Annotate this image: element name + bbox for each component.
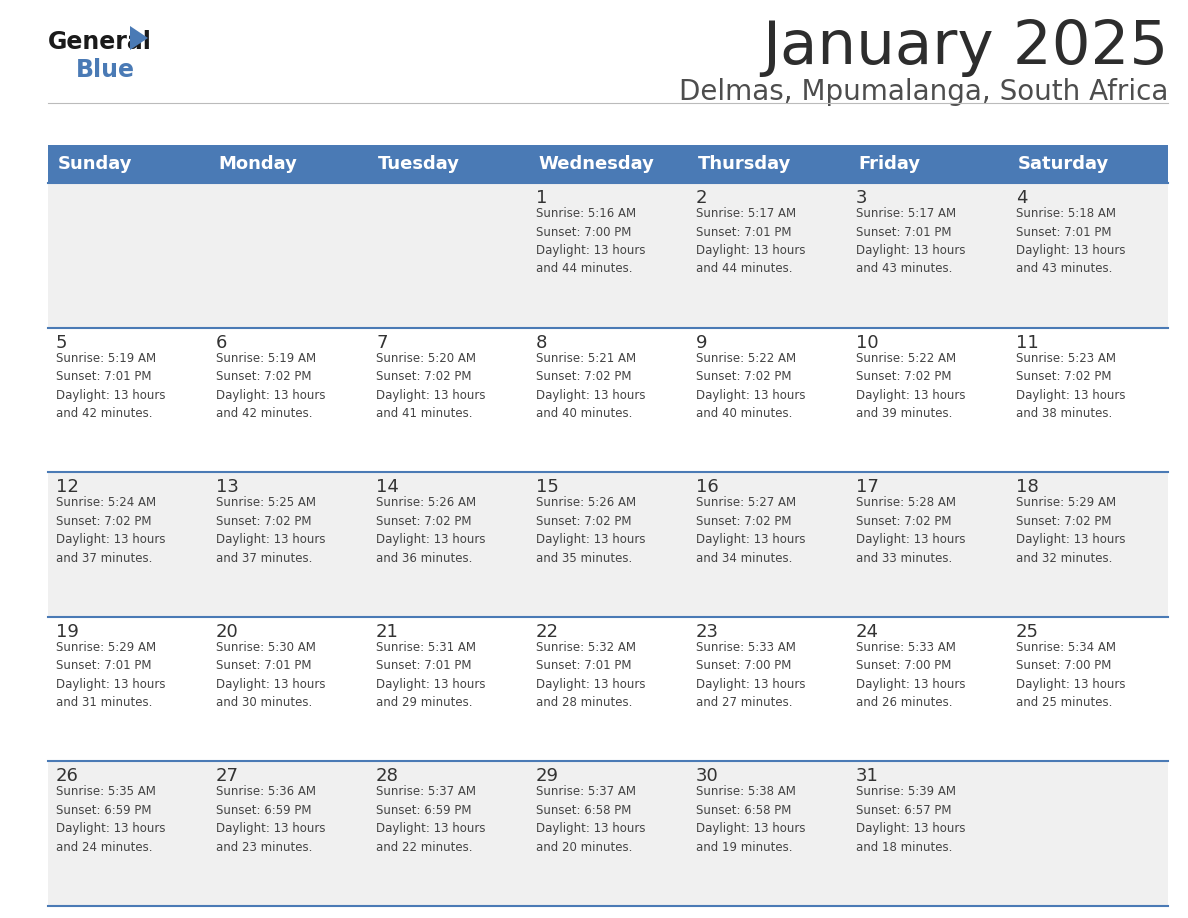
Text: Sunrise: 5:17 AM
Sunset: 7:01 PM
Daylight: 13 hours
and 44 minutes.: Sunrise: 5:17 AM Sunset: 7:01 PM Dayligh… xyxy=(696,207,805,275)
Bar xyxy=(48,472,1168,617)
Text: Sunrise: 5:32 AM
Sunset: 7:01 PM
Daylight: 13 hours
and 28 minutes.: Sunrise: 5:32 AM Sunset: 7:01 PM Dayligh… xyxy=(536,641,645,710)
Text: Sunrise: 5:28 AM
Sunset: 7:02 PM
Daylight: 13 hours
and 33 minutes.: Sunrise: 5:28 AM Sunset: 7:02 PM Dayligh… xyxy=(857,497,966,565)
Text: 18: 18 xyxy=(1016,478,1038,497)
Text: Sunrise: 5:26 AM
Sunset: 7:02 PM
Daylight: 13 hours
and 36 minutes.: Sunrise: 5:26 AM Sunset: 7:02 PM Dayligh… xyxy=(375,497,486,565)
Text: 13: 13 xyxy=(216,478,239,497)
Bar xyxy=(48,183,1168,328)
Bar xyxy=(1007,145,1168,183)
Text: Sunrise: 5:38 AM
Sunset: 6:58 PM
Daylight: 13 hours
and 19 minutes.: Sunrise: 5:38 AM Sunset: 6:58 PM Dayligh… xyxy=(696,786,805,854)
Bar xyxy=(368,145,527,183)
Text: 12: 12 xyxy=(56,478,78,497)
Text: 3: 3 xyxy=(857,189,867,207)
Text: Sunrise: 5:20 AM
Sunset: 7:02 PM
Daylight: 13 hours
and 41 minutes.: Sunrise: 5:20 AM Sunset: 7:02 PM Dayligh… xyxy=(375,352,486,420)
Text: Thursday: Thursday xyxy=(699,155,791,173)
Bar xyxy=(48,328,1168,472)
Text: Sunrise: 5:33 AM
Sunset: 7:00 PM
Daylight: 13 hours
and 26 minutes.: Sunrise: 5:33 AM Sunset: 7:00 PM Dayligh… xyxy=(857,641,966,710)
Text: Sunrise: 5:30 AM
Sunset: 7:01 PM
Daylight: 13 hours
and 30 minutes.: Sunrise: 5:30 AM Sunset: 7:01 PM Dayligh… xyxy=(216,641,326,710)
Text: Sunrise: 5:23 AM
Sunset: 7:02 PM
Daylight: 13 hours
and 38 minutes.: Sunrise: 5:23 AM Sunset: 7:02 PM Dayligh… xyxy=(1016,352,1125,420)
Text: Friday: Friday xyxy=(858,155,921,173)
Text: 7: 7 xyxy=(375,333,387,352)
Text: Sunrise: 5:21 AM
Sunset: 7:02 PM
Daylight: 13 hours
and 40 minutes.: Sunrise: 5:21 AM Sunset: 7:02 PM Dayligh… xyxy=(536,352,645,420)
Text: 22: 22 xyxy=(536,622,560,641)
Text: 1: 1 xyxy=(536,189,548,207)
Text: Sunday: Sunday xyxy=(58,155,133,173)
Text: Sunrise: 5:19 AM
Sunset: 7:02 PM
Daylight: 13 hours
and 42 minutes.: Sunrise: 5:19 AM Sunset: 7:02 PM Dayligh… xyxy=(216,352,326,420)
Text: Sunrise: 5:33 AM
Sunset: 7:00 PM
Daylight: 13 hours
and 27 minutes.: Sunrise: 5:33 AM Sunset: 7:00 PM Dayligh… xyxy=(696,641,805,710)
Text: Sunrise: 5:36 AM
Sunset: 6:59 PM
Daylight: 13 hours
and 23 minutes.: Sunrise: 5:36 AM Sunset: 6:59 PM Dayligh… xyxy=(216,786,326,854)
Text: 28: 28 xyxy=(375,767,399,786)
Text: 15: 15 xyxy=(536,478,558,497)
Text: Sunrise: 5:17 AM
Sunset: 7:01 PM
Daylight: 13 hours
and 43 minutes.: Sunrise: 5:17 AM Sunset: 7:01 PM Dayligh… xyxy=(857,207,966,275)
Bar xyxy=(48,617,1168,761)
Text: 8: 8 xyxy=(536,333,548,352)
Text: 19: 19 xyxy=(56,622,78,641)
Text: Monday: Monday xyxy=(219,155,297,173)
Text: Sunrise: 5:16 AM
Sunset: 7:00 PM
Daylight: 13 hours
and 44 minutes.: Sunrise: 5:16 AM Sunset: 7:00 PM Dayligh… xyxy=(536,207,645,275)
Text: General: General xyxy=(48,30,152,54)
Text: 31: 31 xyxy=(857,767,879,786)
Text: Sunrise: 5:35 AM
Sunset: 6:59 PM
Daylight: 13 hours
and 24 minutes.: Sunrise: 5:35 AM Sunset: 6:59 PM Dayligh… xyxy=(56,786,165,854)
Text: Sunrise: 5:39 AM
Sunset: 6:57 PM
Daylight: 13 hours
and 18 minutes.: Sunrise: 5:39 AM Sunset: 6:57 PM Dayligh… xyxy=(857,786,966,854)
Text: Saturday: Saturday xyxy=(1018,155,1110,173)
Text: Sunrise: 5:34 AM
Sunset: 7:00 PM
Daylight: 13 hours
and 25 minutes.: Sunrise: 5:34 AM Sunset: 7:00 PM Dayligh… xyxy=(1016,641,1125,710)
Text: Sunrise: 5:19 AM
Sunset: 7:01 PM
Daylight: 13 hours
and 42 minutes.: Sunrise: 5:19 AM Sunset: 7:01 PM Dayligh… xyxy=(56,352,165,420)
Text: Sunrise: 5:37 AM
Sunset: 6:58 PM
Daylight: 13 hours
and 20 minutes.: Sunrise: 5:37 AM Sunset: 6:58 PM Dayligh… xyxy=(536,786,645,854)
Text: 29: 29 xyxy=(536,767,560,786)
Text: 17: 17 xyxy=(857,478,879,497)
Text: 14: 14 xyxy=(375,478,399,497)
Text: Wednesday: Wednesday xyxy=(538,155,653,173)
Text: 11: 11 xyxy=(1016,333,1038,352)
Bar xyxy=(688,145,848,183)
Text: Sunrise: 5:18 AM
Sunset: 7:01 PM
Daylight: 13 hours
and 43 minutes.: Sunrise: 5:18 AM Sunset: 7:01 PM Dayligh… xyxy=(1016,207,1125,275)
Bar xyxy=(527,145,688,183)
Text: Sunrise: 5:37 AM
Sunset: 6:59 PM
Daylight: 13 hours
and 22 minutes.: Sunrise: 5:37 AM Sunset: 6:59 PM Dayligh… xyxy=(375,786,486,854)
Text: Sunrise: 5:22 AM
Sunset: 7:02 PM
Daylight: 13 hours
and 40 minutes.: Sunrise: 5:22 AM Sunset: 7:02 PM Dayligh… xyxy=(696,352,805,420)
Text: Sunrise: 5:25 AM
Sunset: 7:02 PM
Daylight: 13 hours
and 37 minutes.: Sunrise: 5:25 AM Sunset: 7:02 PM Dayligh… xyxy=(216,497,326,565)
Text: 30: 30 xyxy=(696,767,719,786)
Text: 24: 24 xyxy=(857,622,879,641)
Text: Sunrise: 5:24 AM
Sunset: 7:02 PM
Daylight: 13 hours
and 37 minutes.: Sunrise: 5:24 AM Sunset: 7:02 PM Dayligh… xyxy=(56,497,165,565)
Text: 2: 2 xyxy=(696,189,708,207)
Bar xyxy=(208,145,368,183)
Text: Sunrise: 5:22 AM
Sunset: 7:02 PM
Daylight: 13 hours
and 39 minutes.: Sunrise: 5:22 AM Sunset: 7:02 PM Dayligh… xyxy=(857,352,966,420)
Text: 16: 16 xyxy=(696,478,719,497)
Text: January 2025: January 2025 xyxy=(762,18,1168,77)
Text: 26: 26 xyxy=(56,767,78,786)
Text: Tuesday: Tuesday xyxy=(378,155,460,173)
Polygon shape xyxy=(129,26,148,50)
Text: 25: 25 xyxy=(1016,622,1040,641)
Text: Sunrise: 5:26 AM
Sunset: 7:02 PM
Daylight: 13 hours
and 35 minutes.: Sunrise: 5:26 AM Sunset: 7:02 PM Dayligh… xyxy=(536,497,645,565)
Text: 23: 23 xyxy=(696,622,719,641)
Text: Sunrise: 5:31 AM
Sunset: 7:01 PM
Daylight: 13 hours
and 29 minutes.: Sunrise: 5:31 AM Sunset: 7:01 PM Dayligh… xyxy=(375,641,486,710)
Text: 27: 27 xyxy=(216,767,239,786)
Text: Blue: Blue xyxy=(76,58,135,82)
Text: 21: 21 xyxy=(375,622,399,641)
Text: Sunrise: 5:29 AM
Sunset: 7:01 PM
Daylight: 13 hours
and 31 minutes.: Sunrise: 5:29 AM Sunset: 7:01 PM Dayligh… xyxy=(56,641,165,710)
Text: 10: 10 xyxy=(857,333,879,352)
Text: 5: 5 xyxy=(56,333,68,352)
Bar xyxy=(48,145,208,183)
Text: 4: 4 xyxy=(1016,189,1028,207)
Bar xyxy=(848,145,1007,183)
Text: 20: 20 xyxy=(216,622,239,641)
Text: 9: 9 xyxy=(696,333,708,352)
Text: Sunrise: 5:29 AM
Sunset: 7:02 PM
Daylight: 13 hours
and 32 minutes.: Sunrise: 5:29 AM Sunset: 7:02 PM Dayligh… xyxy=(1016,497,1125,565)
Text: Delmas, Mpumalanga, South Africa: Delmas, Mpumalanga, South Africa xyxy=(678,78,1168,106)
Bar xyxy=(48,761,1168,906)
Text: Sunrise: 5:27 AM
Sunset: 7:02 PM
Daylight: 13 hours
and 34 minutes.: Sunrise: 5:27 AM Sunset: 7:02 PM Dayligh… xyxy=(696,497,805,565)
Text: 6: 6 xyxy=(216,333,227,352)
